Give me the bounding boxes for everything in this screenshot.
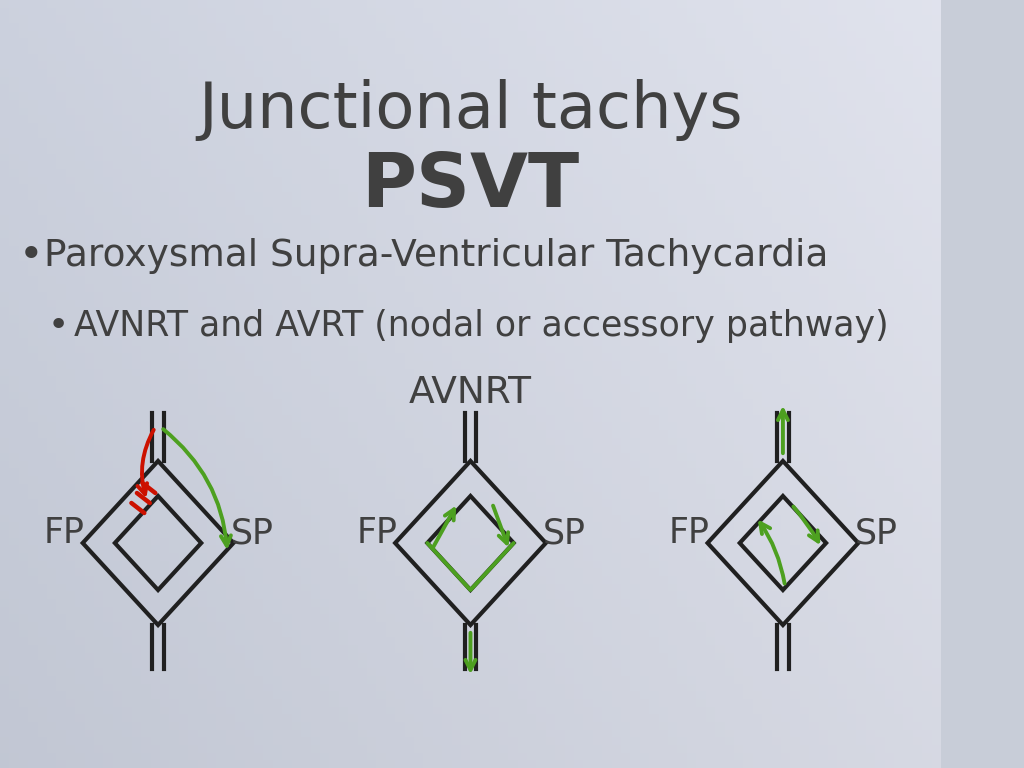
Text: FP: FP	[44, 516, 85, 550]
Text: Junctional tachys: Junctional tachys	[199, 79, 742, 141]
Text: FP: FP	[356, 516, 397, 550]
Text: SP: SP	[543, 516, 586, 550]
Text: AVNRT: AVNRT	[409, 375, 532, 411]
Text: Paroxysmal Supra-Ventricular Tachycardia: Paroxysmal Supra-Ventricular Tachycardia	[44, 238, 828, 274]
Text: AVNRT and AVRT (nodal or accessory pathway): AVNRT and AVRT (nodal or accessory pathw…	[74, 309, 888, 343]
Text: PSVT: PSVT	[361, 150, 580, 223]
Text: SP: SP	[855, 516, 898, 550]
Text: SP: SP	[230, 516, 273, 550]
Text: FP: FP	[669, 516, 710, 550]
Text: •: •	[18, 235, 43, 277]
Text: •: •	[48, 309, 69, 343]
